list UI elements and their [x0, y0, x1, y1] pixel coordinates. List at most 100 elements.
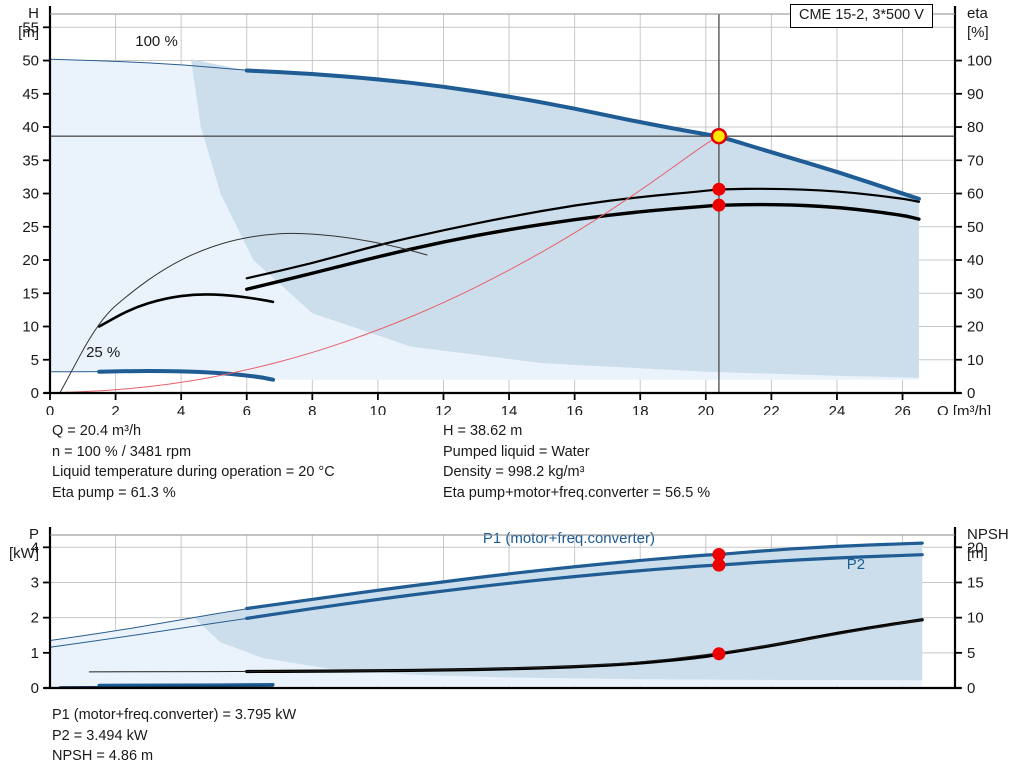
tick-label-right: 80 — [967, 119, 984, 136]
plot-group: 100 %25 %0510152025303540455055010203040… — [18, 5, 992, 415]
duty-point-p2[interactable] — [712, 558, 726, 572]
x-axis-label: Q [m³/h] — [937, 403, 991, 415]
y-axis-title-left: P — [29, 526, 39, 543]
plot-group: P1 (motor+freq.converter) P2 0 1 2 3 4 0 5 10 15 20… — [9, 526, 1009, 697]
tick-label-bottom: 14 — [501, 403, 518, 415]
info-density: Density = 998.2 kg/m³ — [443, 464, 585, 480]
info-speed: n = 100 % / 3481 rpm — [52, 443, 192, 460]
curve-eta-pump-motor-freq-converter-total-efficiency — [245, 202, 921, 291]
curve-p2-envelope-thin — [49, 554, 923, 648]
tick-label-right: 0 — [967, 385, 975, 402]
tick-label-left: 15 — [22, 285, 39, 302]
power-info: P1 (motor+freq.converter) = 3.795 kW P2 … — [52, 705, 296, 767]
tick-label-left: 40 — [22, 119, 39, 136]
tick-label-bottom: 16 — [566, 403, 583, 415]
tick-label-right: 70 — [967, 152, 984, 169]
tick-label-right: 30 — [967, 285, 984, 302]
head-efficiency-chart-container: 100 % 25 % 0 5 10 15 20 25 30 35 40 45 50 55 0 10 20 30 40… — [18, 5, 992, 415]
tick-label-left: 2 — [31, 610, 39, 627]
curve-p2-curve-at-25-speed — [59, 685, 274, 688]
info-liquid-temp: Liquid temperature during operation = 20… — [52, 464, 335, 480]
tick-label-left: 20 — [22, 252, 39, 269]
tick-label-right: 15 — [967, 574, 984, 591]
tick-label-left: 5 — [31, 352, 39, 369]
tick-label-bottom: 12 — [435, 403, 452, 415]
info-p1: P1 (motor+freq.converter) = 3.795 kW — [52, 707, 297, 723]
curve-eta-envelope-upper-thin — [59, 232, 428, 394]
tick-label-right: 50 — [967, 219, 984, 236]
tick-label-left: 10 — [22, 319, 39, 336]
pump-model-label: CME 15-2, 3*500 V — [799, 7, 924, 23]
tick-label-right: 90 — [967, 86, 984, 103]
y-axis-title-right: NPSH — [967, 526, 1009, 543]
tick-label-left: 55 — [22, 19, 39, 36]
curve-p1-curve-at-25-speed — [97, 683, 275, 687]
tick-label-bottom: 26 — [894, 403, 911, 415]
info-npsh: NPSH = 4.86 m — [52, 748, 154, 764]
annotation-100: 100 % — [135, 33, 178, 50]
tick-label-left: 25 — [22, 219, 39, 236]
tick-label-bottom: 0 — [46, 403, 54, 415]
tick-label-bottom: 24 — [829, 403, 846, 415]
tick-label-left: 4 — [31, 539, 39, 556]
y-axis-title-right: [%] — [967, 24, 989, 41]
tick-label-left: 1 — [31, 645, 39, 662]
tick-label-left: 0 — [31, 385, 39, 402]
envelope-band — [190, 59, 919, 378]
annotation-p1-motor-freq-converter: P1 (motor+freq.converter) — [483, 530, 655, 547]
y-axis-title-left: [kW] — [9, 545, 39, 562]
y-axis-title-left: H — [28, 5, 39, 22]
tick-label-bottom: 4 — [177, 403, 185, 415]
envelope-band — [194, 543, 923, 681]
duty-info-right: H = 38.62 m Pumped liquid = Water Densit… — [443, 421, 710, 503]
curve-p1-envelope-thin — [49, 542, 923, 642]
tick-label-bottom: 10 — [370, 403, 387, 415]
curve-npsh-envelope-thin — [88, 619, 923, 673]
curve-h-envelope-upper-100-speed-full — [49, 58, 920, 200]
curve-eta-pump-pump-efficiency — [245, 187, 921, 280]
tick-label-right: 100 — [967, 53, 992, 70]
tick-label-bottom: 22 — [763, 403, 780, 415]
duty-point-npsh[interactable] — [712, 647, 726, 661]
duty-point-eta-pump[interactable] — [712, 182, 726, 196]
info-p2: P2 = 3.494 kW — [52, 727, 148, 744]
tick-label-right: 60 — [967, 186, 984, 203]
tick-label-right: 40 — [967, 252, 984, 269]
tick-label-left: 50 — [22, 53, 39, 70]
duty-point-head[interactable] — [710, 127, 728, 145]
tick-label-right: 10 — [967, 352, 984, 369]
info-q: Q = 20.4 m³/h — [52, 423, 142, 439]
duty-point-eta-total[interactable] — [712, 198, 726, 212]
tick-label-right: 10 — [967, 610, 984, 627]
tick-label-right: 20 — [967, 319, 984, 336]
power-npsh-chart-container: P1 (motor+freq.converter) P2 0 1 2 3 4 0 5 10 15 20… — [0, 512, 1024, 702]
tick-label-bottom: 6 — [243, 403, 251, 415]
tick-label-bottom: 20 — [697, 403, 714, 415]
info-eta-pump: Eta pump = 61.3 % — [52, 484, 176, 501]
tick-label-right: 20 — [967, 539, 984, 556]
tick-label-bottom: 8 — [308, 403, 316, 415]
tick-label-right: 5 — [967, 645, 975, 662]
tick-label-right: 0 — [967, 680, 975, 697]
curve-eta-pump-at-25-speed — [97, 293, 275, 328]
tick-label-left: 0 — [31, 680, 39, 697]
tick-label-bottom: 18 — [632, 403, 649, 415]
annotation-p2: P2 — [847, 556, 865, 573]
tick-label-left: 35 — [22, 152, 39, 169]
y-axis-title-right: eta — [967, 5, 989, 22]
annotation-25: 25 % — [86, 344, 120, 361]
y-axis-title-left: [m] — [18, 24, 39, 41]
info-h: H = 38.62 m — [443, 423, 523, 439]
tick-label-bottom: 2 — [111, 403, 119, 415]
curve-system-pipe-resistance-curve — [49, 135, 720, 394]
duty-info-left: Q = 20.4 m³/h n = 100 % / 3481 rpm Liqui… — [52, 421, 335, 503]
tick-label-left: 45 — [22, 86, 39, 103]
info-pumped-liquid: Pumped liquid = Water — [443, 443, 590, 460]
duty-point-p1[interactable] — [712, 548, 726, 562]
power-npsh-chart-svg: P1 (motor+freq.converter) P2 0 1 2 3 4 0 5 10 15 20… — [9, 526, 1009, 697]
tick-label-left: 30 — [22, 186, 39, 203]
info-eta-total: Eta pump+motor+freq.converter = 56.5 % — [443, 484, 711, 501]
pump-model-box: CME 15-2, 3*500 V — [790, 4, 933, 28]
tick-label-left: 3 — [31, 574, 39, 591]
y-axis-title-right: [m] — [967, 545, 988, 562]
